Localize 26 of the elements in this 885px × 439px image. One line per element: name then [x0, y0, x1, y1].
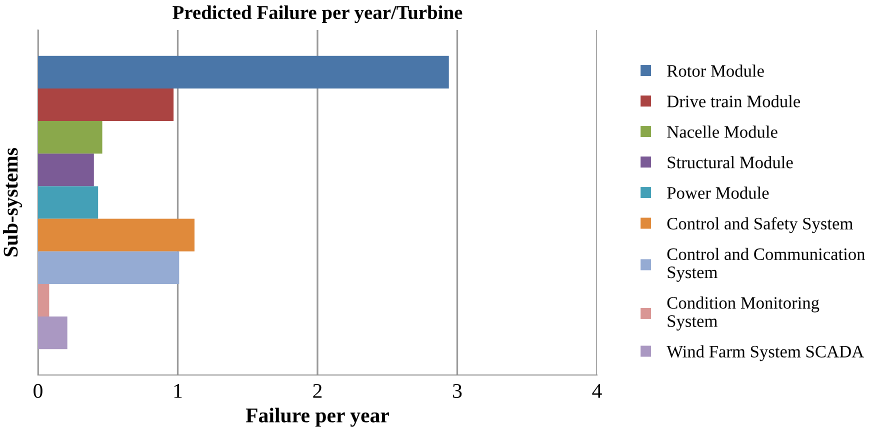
legend-label: Rotor Module — [667, 64, 764, 77]
y-axis-title: Sub-systems — [3, 148, 22, 256]
legend-label: Power Module — [667, 186, 769, 199]
bar — [38, 186, 98, 219]
bar — [38, 284, 50, 317]
x-tick-label: 3 — [453, 384, 462, 398]
bar — [38, 88, 174, 122]
x-tick-label: 1 — [174, 384, 182, 398]
legend-label: Control and Communication System — [667, 248, 866, 282]
x-tick-label: 0 — [34, 384, 42, 398]
bar — [38, 316, 68, 350]
bar — [38, 251, 180, 284]
bar — [38, 56, 449, 88]
x-axis-title: Failure per year — [246, 408, 389, 427]
chart-title: Predicted Failure per year/Turbine — [172, 5, 462, 24]
x-tick-label: 4 — [592, 384, 602, 398]
x-tick-label: 2 — [313, 384, 322, 398]
legend-label: Wind Farm System SCADA — [666, 345, 864, 362]
bar — [38, 218, 195, 252]
bar — [38, 154, 94, 186]
legend-label: Drive train Module — [667, 95, 800, 108]
legend-label: Control and Safety System — [667, 217, 853, 234]
legend-label: Condition Monitoring System — [667, 296, 820, 331]
legend-label: Nacelle Module — [667, 126, 778, 138]
bar — [38, 121, 102, 154]
legend-label: Structural Module — [668, 156, 793, 168]
